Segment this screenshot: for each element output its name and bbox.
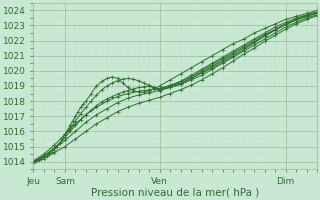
X-axis label: Pression niveau de la mer( hPa ): Pression niveau de la mer( hPa ) bbox=[91, 187, 260, 197]
